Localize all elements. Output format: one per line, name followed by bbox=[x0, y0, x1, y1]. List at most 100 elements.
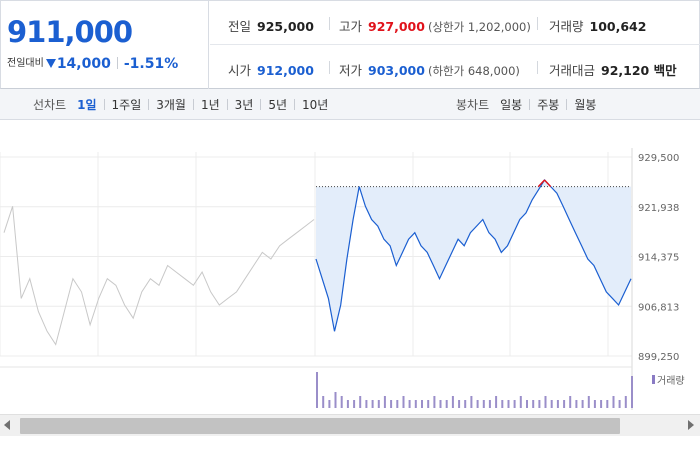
divider bbox=[294, 99, 296, 110]
volume-bar bbox=[618, 400, 621, 408]
volume-bar bbox=[482, 400, 485, 408]
volume-bar bbox=[396, 400, 399, 408]
volume-bar bbox=[346, 400, 349, 408]
scroll-right-icon[interactable] bbox=[688, 420, 694, 430]
metric-label: 거래량 bbox=[549, 19, 584, 34]
volume-bar bbox=[495, 396, 498, 408]
above-reference-segment bbox=[537, 179, 546, 188]
volume-bar bbox=[600, 400, 603, 408]
today-fill-area bbox=[316, 180, 631, 332]
line-chart-range-button[interactable]: 3개월 bbox=[156, 98, 186, 112]
volume-bar bbox=[458, 400, 461, 408]
metric-prev-close: 전일 925,000 bbox=[228, 16, 314, 35]
metric-value: 912,000 bbox=[257, 63, 314, 78]
metric-sub: (상한가 1,202,000) bbox=[427, 20, 531, 34]
volume-bar bbox=[624, 396, 627, 408]
metric-label: 전일 bbox=[228, 19, 252, 34]
candle-chart-range-button[interactable]: 주봉 bbox=[537, 98, 560, 112]
metric-high: 고가 927,000 (상한가 1,202,000) bbox=[339, 16, 531, 35]
price-box: 911,000 전일대비 14,000 -1.51% bbox=[1, 1, 209, 89]
volume-bar bbox=[519, 396, 522, 408]
volume-bar bbox=[451, 396, 454, 408]
previous-day-line bbox=[3, 206, 315, 346]
metric-open: 시가 912,000 bbox=[228, 60, 314, 79]
volume-bar bbox=[427, 400, 430, 408]
metric-volume: 거래량 100,642 bbox=[549, 16, 646, 35]
line-chart-range-button[interactable]: 10년 bbox=[302, 98, 329, 112]
price-chart[interactable]: 929,500 921,938 914,375 906,813 899,250 거래량 bbox=[0, 120, 700, 410]
volume-bar bbox=[421, 400, 423, 408]
volume-bar bbox=[532, 400, 535, 408]
divider bbox=[192, 99, 194, 110]
volume-bar bbox=[408, 400, 411, 408]
line-chart-range-button[interactable]: 5년 bbox=[268, 98, 288, 112]
divider bbox=[103, 99, 105, 110]
candle-chart-title: 봉차트 bbox=[456, 98, 490, 112]
metrics-row-2: 시가 912,000 저가 903,000 (하한가 648,000) 거래대금 92,… bbox=[210, 45, 700, 89]
volume-bar bbox=[359, 396, 362, 408]
scroll-thumb[interactable] bbox=[20, 418, 620, 434]
y-tick-label: 906,813 bbox=[638, 302, 679, 313]
volume-bar bbox=[353, 400, 356, 408]
line-chart-range-button[interactable]: 3년 bbox=[234, 98, 254, 112]
volume-bar bbox=[513, 400, 516, 408]
line-chart-range-button[interactable]: 1주일 bbox=[111, 98, 142, 112]
current-price: 911,000 bbox=[7, 15, 133, 49]
line-chart-range-button[interactable]: 1년 bbox=[200, 98, 220, 112]
y-tick-label: 921,938 bbox=[638, 203, 679, 214]
today-price-line bbox=[315, 179, 632, 332]
change-percent: -1.51% bbox=[123, 56, 179, 72]
divider bbox=[148, 99, 150, 110]
volume-bar bbox=[581, 400, 584, 408]
metric-value: 92,120 백만 bbox=[601, 63, 677, 78]
line-chart-title: 선차트 bbox=[33, 98, 67, 112]
divider bbox=[529, 99, 531, 110]
candle-chart-range-button[interactable]: 월봉 bbox=[574, 98, 597, 112]
volume-bar bbox=[439, 400, 442, 408]
volume-bar bbox=[383, 396, 386, 408]
volume-bar bbox=[593, 400, 596, 408]
line-chart-range-button[interactable]: 1일 bbox=[77, 98, 97, 112]
chart-scrollbar[interactable] bbox=[0, 414, 700, 436]
volume-bar bbox=[550, 400, 553, 408]
metric-sub: (하한가 648,000) bbox=[427, 64, 520, 78]
volume-bar bbox=[507, 400, 510, 408]
y-tick-label: 914,375 bbox=[638, 253, 679, 264]
divider bbox=[116, 57, 118, 69]
change-row: 전일대비 14,000 -1.51% bbox=[7, 54, 178, 72]
candle-chart-range-button[interactable]: 일봉 bbox=[500, 98, 523, 112]
volume-bar bbox=[365, 400, 368, 408]
volume-bar bbox=[575, 400, 578, 408]
volume-bar bbox=[371, 400, 374, 408]
chart-canvas: 929,500 921,938 914,375 906,813 899,250 거래량 bbox=[0, 148, 685, 410]
divider bbox=[226, 99, 228, 110]
chart-toolbar: 선차트 1일 1주일 3개월 1년 3년 5년 10년 봉차트 일봉 주봉 월봉 bbox=[0, 89, 700, 120]
volume-bar bbox=[526, 400, 528, 408]
quote-panel: 911,000 전일대비 14,000 -1.51% 전일 925,000 고가 927… bbox=[0, 0, 700, 89]
volume-bar bbox=[322, 396, 325, 408]
y-tick-label: 929,500 bbox=[638, 153, 679, 164]
line-chart-ranges: 선차트 1일 1주일 3개월 1년 3년 5년 10년 bbox=[33, 96, 328, 113]
metric-label: 시가 bbox=[228, 63, 252, 78]
volume-bar bbox=[390, 400, 393, 408]
divider bbox=[537, 17, 538, 30]
volume-bar bbox=[328, 400, 331, 408]
volume-bar bbox=[433, 396, 436, 408]
above-reference-segment bbox=[544, 179, 552, 188]
volume-bar bbox=[464, 400, 467, 408]
metric-value: 925,000 bbox=[257, 19, 314, 34]
metric-low: 저가 903,000 (하한가 648,000) bbox=[339, 60, 520, 79]
volume-bar bbox=[340, 396, 343, 408]
down-arrow-icon bbox=[45, 59, 56, 68]
volume-bar bbox=[501, 400, 504, 408]
volume-bar bbox=[569, 396, 572, 408]
volume-bar bbox=[445, 400, 448, 408]
metric-label: 거래대금 bbox=[549, 63, 596, 78]
metrics-row-1: 전일 925,000 고가 927,000 (상한가 1,202,000) 거래량 10… bbox=[210, 1, 700, 45]
volume-bar bbox=[544, 396, 547, 408]
volume-legend-swatch bbox=[652, 375, 655, 384]
scroll-left-icon[interactable] bbox=[4, 420, 10, 430]
metric-value: 100,642 bbox=[589, 19, 647, 34]
volume-bar bbox=[612, 396, 615, 408]
metric-value: 927,000 bbox=[368, 19, 425, 34]
